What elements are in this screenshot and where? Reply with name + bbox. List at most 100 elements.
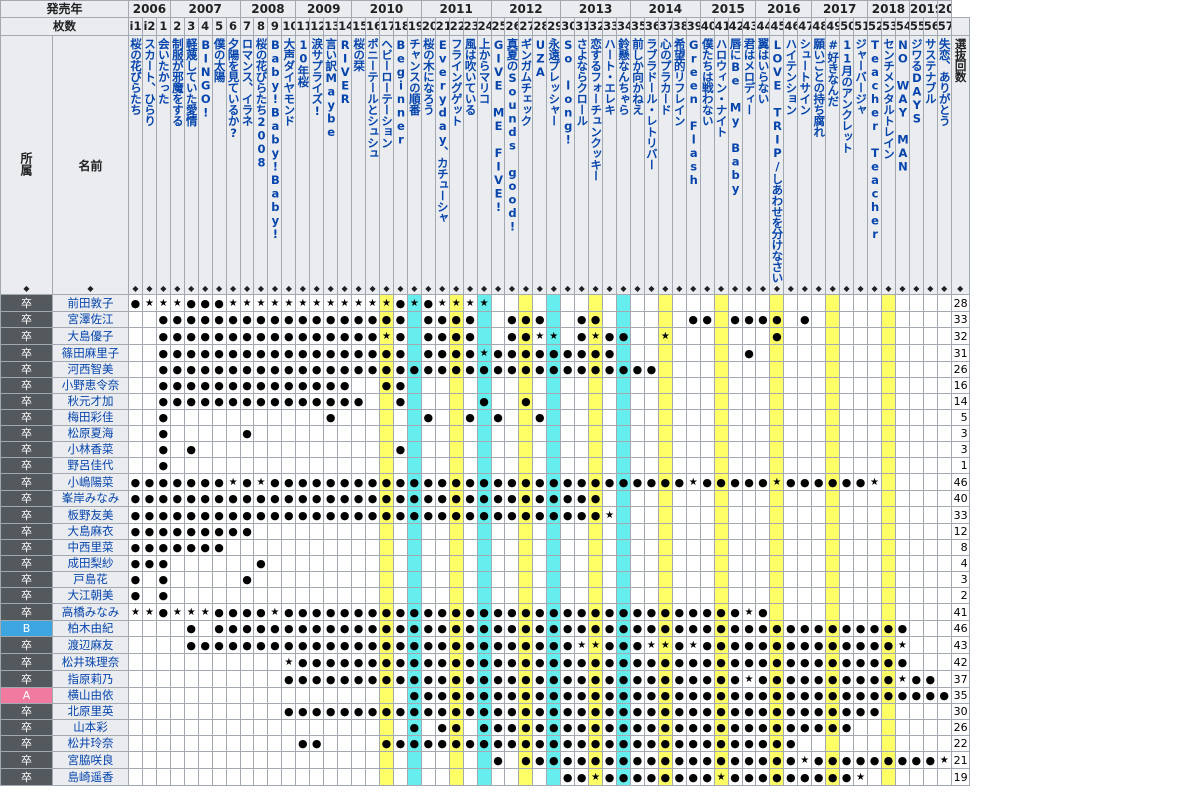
member-name-link[interactable]: 中西里菜 <box>51 539 130 556</box>
song-title-link[interactable]: Baby!Baby!Baby! <box>268 38 282 241</box>
song-title-link[interactable]: 鈴懸なんちゃら <box>617 38 631 115</box>
song-title-header[interactable]: 会いたかった ◆ <box>155 35 171 295</box>
song-title-header[interactable]: さよならクロール ◆ <box>574 35 590 295</box>
member-name-link[interactable]: 松井珠理奈 <box>51 653 130 671</box>
song-title-header[interactable]: 言い訳Maybe ◆ <box>323 35 339 295</box>
member-name-link[interactable]: 松井玲奈 <box>51 735 130 752</box>
song-title-link[interactable]: 風は吹いている <box>463 38 478 115</box>
member-name-link[interactable]: 秋元才加 <box>51 393 130 410</box>
sort-icon[interactable]: ◆ <box>87 284 94 293</box>
member-name-link[interactable]: 宮澤佐江 <box>51 311 130 328</box>
song-title-link[interactable]: ポニーテールとシュシュ <box>366 38 380 159</box>
song-title-link[interactable]: 真夏のSounds good! <box>505 38 519 233</box>
sort-icon[interactable]: ◆ <box>425 284 432 293</box>
sort-icon[interactable]: ◆ <box>257 284 265 293</box>
song-title-header[interactable]: 涙サプライズ! ◆ <box>309 35 325 295</box>
sort-icon[interactable]: ◆ <box>927 284 934 293</box>
song-title-header[interactable]: 桜の木になろう ◆ <box>420 35 436 295</box>
song-title-header[interactable]: #好きなんだ ◆ <box>825 35 841 295</box>
song-title-link[interactable]: 僕たちは戦わない <box>700 38 715 126</box>
sort-icon[interactable]: ◆ <box>243 284 251 293</box>
sort-icon[interactable]: ◆ <box>202 284 209 293</box>
song-title-header[interactable]: Everyday、カチューシャ ◆ <box>434 35 450 295</box>
song-title-link[interactable]: GIVE ME FIVE! <box>491 38 505 214</box>
member-name-link[interactable]: 小野恵令奈 <box>51 377 130 394</box>
sort-icon[interactable]: ◆ <box>899 284 906 293</box>
affiliation-header[interactable]: 所属 ◆ <box>0 35 53 295</box>
song-title-header[interactable]: ヘビーローテーション ◆ <box>378 35 394 295</box>
song-title-header[interactable]: Baby!Baby!Baby! ◆ <box>267 35 283 295</box>
song-title-link[interactable]: ロマンス、イラネ <box>240 38 254 126</box>
sort-icon[interactable]: ◆ <box>801 284 808 293</box>
total-header[interactable]: 選抜回数 ◆ <box>950 35 970 295</box>
sort-icon[interactable]: ◆ <box>327 284 334 293</box>
member-name-link[interactable]: 戸島花 <box>51 571 130 588</box>
sort-icon[interactable]: ◆ <box>341 284 348 293</box>
song-title-link[interactable]: ジャーバージャ <box>854 38 868 115</box>
name-header[interactable]: 名前 ◆ <box>51 35 130 295</box>
sort-icon[interactable]: ◆ <box>160 284 167 293</box>
song-title-header[interactable]: フライングゲット ◆ <box>448 35 464 295</box>
member-name-link[interactable]: 北原里英 <box>51 703 130 720</box>
sort-icon[interactable]: ◆ <box>843 284 850 293</box>
song-title-link[interactable]: 言い訳Maybe <box>324 38 338 139</box>
song-title-link[interactable]: 軽蔑していた愛情 <box>184 38 199 126</box>
sort-icon[interactable]: ◆ <box>913 284 920 293</box>
sort-icon[interactable]: ◆ <box>383 284 390 293</box>
song-title-link[interactable]: 大声ダイヤモンド <box>282 38 296 126</box>
sort-icon[interactable]: ◆ <box>508 284 516 293</box>
song-title-link[interactable]: BINGO! <box>198 38 213 119</box>
song-title-header[interactable]: UZA ◆ <box>532 35 548 295</box>
song-title-link[interactable]: 翼はいらない <box>756 38 770 104</box>
sort-icon[interactable]: ◆ <box>439 284 446 293</box>
sort-icon[interactable]: ◆ <box>146 284 153 293</box>
sort-icon[interactable]: ◆ <box>397 284 404 293</box>
song-title-header[interactable]: 夕陽を見ているか? ◆ <box>225 35 241 295</box>
song-title-header[interactable]: サステナブル ◆ <box>922 35 938 295</box>
song-title-link[interactable]: ヘビーローテーション <box>379 38 394 148</box>
sort-icon[interactable]: ◆ <box>773 284 780 293</box>
song-title-header[interactable]: 希望的リフレイン ◆ <box>671 35 687 295</box>
sort-icon[interactable]: ◆ <box>829 284 836 293</box>
song-title-link[interactable]: 心のプラカード <box>658 38 673 115</box>
sort-icon[interactable]: ◆ <box>216 284 223 293</box>
song-title-link[interactable]: ジワるDAYS <box>909 38 924 125</box>
sort-icon[interactable]: ◆ <box>592 284 599 293</box>
song-title-link[interactable]: RIVER <box>338 38 352 106</box>
song-title-header[interactable]: 前しか向かねえ ◆ <box>629 35 645 295</box>
sort-icon[interactable]: ◆ <box>369 284 376 293</box>
song-title-link[interactable]: 恋するフォーチュンクッキー <box>589 38 603 181</box>
song-title-link[interactable]: 君はメロディー <box>742 38 756 115</box>
sort-icon[interactable]: ◆ <box>676 284 683 293</box>
song-title-header[interactable]: 心のプラカード ◆ <box>657 35 673 295</box>
song-title-link[interactable]: 夕陽を見ているか? <box>226 38 241 140</box>
song-title-header[interactable]: 11月のアンクレット ◆ <box>839 35 855 295</box>
song-title-header[interactable]: 願いごとの持ち腐れ ◆ <box>811 35 827 295</box>
sort-icon[interactable]: ◆ <box>536 284 543 293</box>
song-title-link[interactable]: 桜の木になろう <box>421 38 436 115</box>
sort-icon[interactable]: ◆ <box>411 284 418 293</box>
song-title-link[interactable]: ギンガムチェック <box>519 38 533 126</box>
song-title-header[interactable]: 桜の花びらたち ◆ <box>128 35 143 295</box>
song-title-header[interactable]: 僕たちは戦わない ◆ <box>699 35 715 295</box>
song-title-link[interactable]: サステナブル <box>923 38 938 104</box>
song-title-link[interactable]: ハート・エレキ <box>603 38 617 115</box>
member-name-link[interactable]: 大島麻衣 <box>51 523 130 540</box>
song-title-header[interactable]: 翼はいらない ◆ <box>755 35 771 295</box>
sort-icon[interactable]: ◆ <box>620 284 627 293</box>
song-title-header[interactable]: ハロウィン・ナイト ◆ <box>713 35 729 295</box>
sort-icon[interactable]: ◆ <box>718 284 725 293</box>
song-title-link[interactable]: Beginner <box>393 38 408 146</box>
song-title-link[interactable]: 桜の花びらたち <box>129 38 143 115</box>
sort-icon[interactable]: ◆ <box>731 284 739 293</box>
song-title-header[interactable]: RIVER ◆ <box>337 35 353 295</box>
member-name-link[interactable]: 島崎遥香 <box>51 768 130 786</box>
song-title-link[interactable]: ラブラドール・レトリバー <box>644 38 659 170</box>
song-title-link[interactable]: 僕の太陽 <box>212 38 227 82</box>
song-title-header[interactable]: 恋するフォーチュンクッキー ◆ <box>588 35 604 295</box>
song-title-link[interactable]: 永遠プレッシャー <box>547 38 561 126</box>
song-title-link[interactable]: シュートサイン <box>798 38 812 115</box>
song-title-header[interactable]: センチメンタルトレイン ◆ <box>880 35 896 295</box>
song-title-header[interactable]: BINGO! ◆ <box>197 35 213 295</box>
song-title-header[interactable]: ジャーバージャ ◆ <box>853 35 869 295</box>
